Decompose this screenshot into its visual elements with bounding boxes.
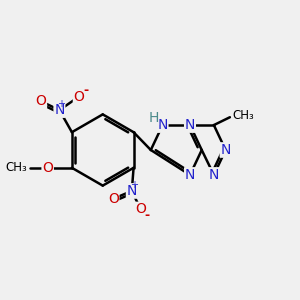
Text: N: N — [158, 118, 168, 132]
Text: -: - — [145, 209, 150, 222]
Text: N: N — [185, 168, 195, 182]
Text: N: N — [54, 103, 64, 117]
Text: O: O — [108, 192, 119, 206]
Text: O: O — [35, 94, 46, 108]
Text: H: H — [148, 111, 159, 125]
Text: O: O — [135, 202, 146, 217]
Text: O: O — [42, 161, 53, 175]
Text: O: O — [74, 90, 85, 104]
Text: CH₃: CH₃ — [232, 109, 254, 122]
Text: -: - — [84, 84, 89, 97]
Text: N: N — [127, 184, 137, 198]
Text: +: + — [130, 179, 138, 190]
Text: +: + — [57, 99, 65, 109]
Text: N: N — [185, 118, 195, 132]
Text: CH₃: CH₃ — [6, 161, 27, 174]
Text: N: N — [220, 143, 231, 157]
Text: N: N — [209, 168, 219, 182]
